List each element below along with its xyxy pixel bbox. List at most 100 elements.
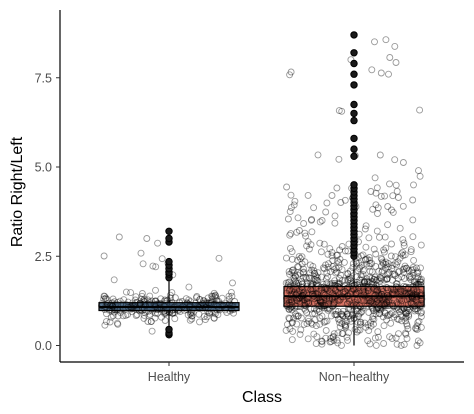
jitter-point xyxy=(397,250,405,258)
jitter-point xyxy=(303,242,311,250)
jitter-point xyxy=(374,286,382,294)
jitter-point xyxy=(416,302,424,310)
jitter-point xyxy=(167,294,174,302)
jitter-point xyxy=(370,320,377,328)
jitter-point xyxy=(225,292,233,300)
jitter-point xyxy=(399,248,407,256)
jitter-point xyxy=(303,320,311,328)
jitter-point xyxy=(373,287,381,295)
jitter-point xyxy=(413,288,421,296)
jitter-point xyxy=(414,337,422,345)
jitter-point xyxy=(359,284,367,292)
jitter-point xyxy=(297,326,305,334)
jitter-point xyxy=(386,301,394,309)
jitter-point xyxy=(221,306,229,314)
jitter-point xyxy=(288,306,296,314)
jitter-point xyxy=(301,229,309,237)
jitter-point xyxy=(307,285,315,293)
jitter-point xyxy=(392,283,400,291)
jitter-point xyxy=(388,289,396,297)
jitter-point xyxy=(341,321,349,329)
jitter-point xyxy=(294,271,302,279)
jitter-point xyxy=(410,287,418,294)
jitter-point xyxy=(378,290,386,298)
jitter-point xyxy=(308,228,316,236)
jitter-point xyxy=(184,311,192,319)
jitter-point xyxy=(333,336,341,344)
jitter-point xyxy=(370,245,378,253)
jitter-point xyxy=(382,258,390,266)
jitter-point xyxy=(135,306,143,314)
jitter-point xyxy=(411,291,419,299)
outlier-point xyxy=(350,181,358,189)
jitter-point xyxy=(390,286,398,294)
jitter-point xyxy=(294,214,302,222)
jitter-point xyxy=(409,233,417,241)
jitter-point xyxy=(314,151,322,159)
jitter-point xyxy=(321,265,328,273)
jitter-point xyxy=(170,303,178,311)
outlier-point xyxy=(165,234,173,243)
jitter-point xyxy=(288,298,296,306)
jitter-point xyxy=(342,313,350,321)
jitter-point xyxy=(362,260,370,268)
jitter-point xyxy=(383,284,391,292)
jitter-point xyxy=(392,181,400,189)
jitter-point xyxy=(316,298,324,306)
jitter-point xyxy=(334,307,342,315)
jitter-point xyxy=(154,239,162,247)
y-tick-label: 2.5 xyxy=(35,250,52,264)
jitter-point xyxy=(329,294,336,302)
jitter-point xyxy=(417,241,425,249)
jitter-point xyxy=(296,299,304,307)
jitter-point xyxy=(339,312,347,320)
jitter-point xyxy=(313,306,321,314)
jitter-point xyxy=(370,307,377,314)
jitter-point xyxy=(330,336,338,344)
jitter-point xyxy=(352,285,360,293)
jitter-point xyxy=(415,317,423,325)
jitter-point xyxy=(325,300,333,308)
jitter-point xyxy=(378,291,386,299)
jitter-point xyxy=(385,270,392,278)
jitter-point xyxy=(338,310,346,318)
jitter-point xyxy=(385,293,393,300)
jitter-point xyxy=(306,274,314,282)
jitter-point xyxy=(362,323,370,331)
jitter-point xyxy=(160,302,168,310)
jitter-point xyxy=(311,269,319,277)
jitter-point xyxy=(324,250,332,258)
jitter-point xyxy=(114,306,121,314)
jitter-point xyxy=(400,340,408,348)
jitter-point xyxy=(303,289,311,297)
jitter-point xyxy=(315,308,323,315)
jitter-point xyxy=(296,287,304,295)
jitter-point xyxy=(337,271,345,279)
outlier-point xyxy=(350,31,358,39)
jitter-point xyxy=(297,255,304,262)
jitter-point xyxy=(204,294,212,302)
jitter-point xyxy=(293,297,301,305)
jitter-point xyxy=(292,310,299,318)
jitter-point xyxy=(147,318,155,326)
jitter-point xyxy=(328,248,336,256)
jitter-point xyxy=(374,210,381,218)
jitter-point xyxy=(202,299,210,307)
jitter-point xyxy=(339,312,347,320)
jitter-point xyxy=(355,265,363,273)
jitter-point xyxy=(309,310,316,318)
jitter-point xyxy=(389,208,397,216)
jitter-point xyxy=(358,308,366,315)
jitter-point xyxy=(341,247,349,255)
jitter-point xyxy=(396,288,404,296)
jitter-point xyxy=(361,319,369,327)
jitter-point xyxy=(289,298,296,306)
jitter-point xyxy=(405,312,413,320)
jitter-point xyxy=(403,265,410,272)
jitter-point xyxy=(209,293,216,300)
jitter-point xyxy=(345,329,353,337)
jitter-point xyxy=(413,286,421,294)
jitter-point xyxy=(345,274,353,282)
jitter-point xyxy=(288,248,296,256)
jitter-point xyxy=(393,315,401,323)
